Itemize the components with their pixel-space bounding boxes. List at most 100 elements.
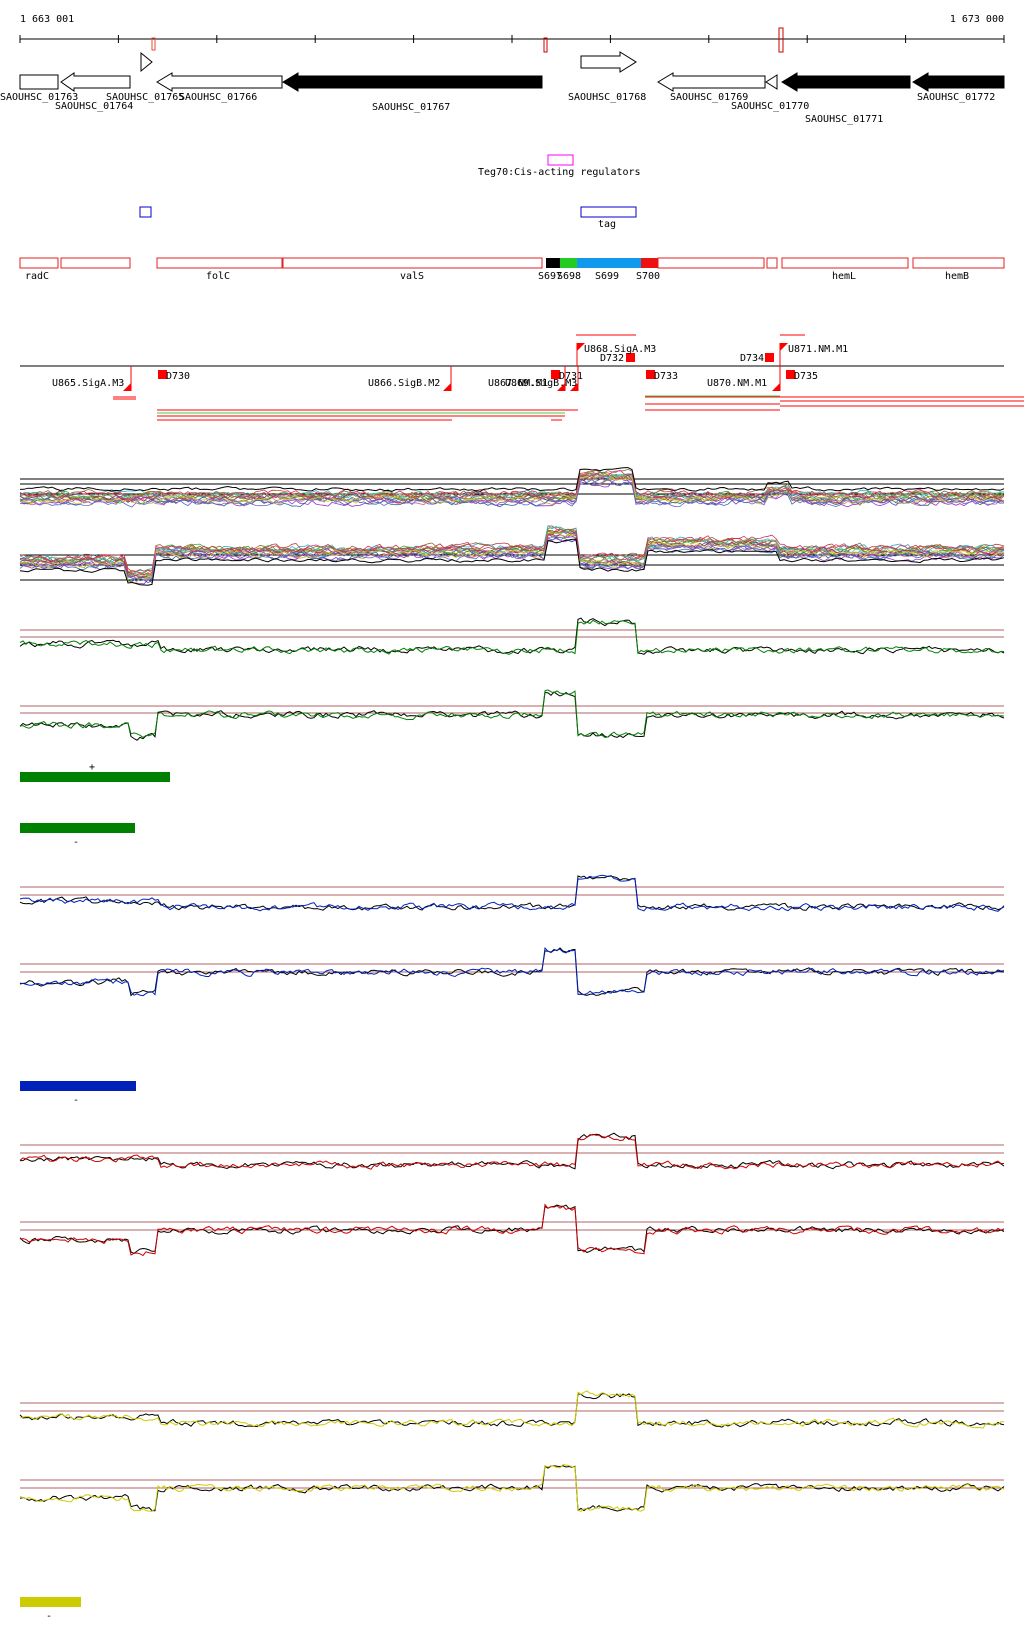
feature-track: U868.SigA.M3 D732 D734 U871.NM.M1 U865.S… [20, 334, 1024, 421]
operon-box[interactable] [19, 257, 59, 269]
legend-bar-minus [20, 823, 135, 833]
gene-arrow[interactable] [580, 51, 637, 73]
multi-trace-minus [19, 528, 1005, 574]
multi-trace-minus [19, 534, 1005, 582]
multi-trace-plus [19, 467, 1005, 492]
gene-arrow[interactable] [781, 72, 911, 92]
multi-trace-minus [19, 532, 1005, 584]
feature-label: U869.SigB.M3 [505, 378, 577, 389]
terminator-mark[interactable] [158, 370, 167, 379]
feature-label: D735 [794, 371, 818, 382]
ruler-ticks [19, 35, 1005, 43]
promoter-flag[interactable] [557, 383, 565, 391]
trace-minus-reference [19, 691, 1005, 741]
trace-minus-reference [19, 1465, 1005, 1512]
multi-trace-minus [19, 528, 1005, 577]
tag-label: tag [598, 219, 616, 230]
legend-bar-plus [20, 772, 170, 782]
expression-panel-yellow: - [19, 1390, 1005, 1622]
expression-panel-red [19, 1132, 1005, 1257]
multi-trace-minus [19, 538, 1005, 586]
promoter-flag[interactable] [123, 383, 131, 391]
gene-arrow[interactable] [912, 72, 1005, 92]
feature-label: U866.SigB.M2 [368, 378, 440, 389]
operon-box[interactable] [657, 257, 765, 269]
trace-minus [19, 1203, 1005, 1257]
ruler-marker [543, 37, 548, 53]
ruler-marker [778, 27, 784, 53]
feature-label: U871.NM.M1 [788, 344, 848, 355]
gene-arrow[interactable] [60, 72, 131, 92]
promoter-flag[interactable] [780, 343, 788, 351]
operon-box[interactable] [781, 257, 909, 269]
coord-end: 1 673 000 [950, 14, 1004, 25]
operon-segment[interactable] [577, 258, 641, 268]
promoter-flag[interactable] [772, 383, 780, 391]
expression-panel-blue: - [19, 874, 1005, 1106]
gene-arrow[interactable] [140, 51, 153, 73]
multi-trace-minus [19, 532, 1005, 584]
gene-arrow[interactable] [765, 74, 778, 90]
operon-box[interactable] [282, 257, 543, 269]
terminator-mark[interactable] [626, 353, 635, 362]
regulator-box[interactable] [547, 154, 574, 166]
legend-strand-minus: - [73, 1095, 79, 1106]
operon-segment[interactable] [546, 258, 560, 268]
trace-plus-reference [19, 1132, 1005, 1170]
regulator-label: Teg70:Cis-acting regulators [478, 167, 641, 178]
terminator-mark[interactable] [551, 370, 560, 379]
gene-arrow[interactable] [282, 72, 543, 92]
multi-trace-plus [19, 478, 1005, 508]
gene-label: SAOUHSC_01769 [670, 92, 748, 103]
expression-panel-multi [19, 467, 1005, 586]
operon-label: S698 [557, 271, 581, 282]
tag-track: tag [139, 206, 637, 230]
operon-label: valS [400, 271, 424, 282]
gene-arrow[interactable] [156, 72, 283, 92]
operon-box[interactable] [912, 257, 1005, 269]
multi-trace-minus [19, 530, 1005, 579]
legend-strand-minus: - [46, 1611, 52, 1622]
operon-box[interactable] [766, 257, 778, 269]
feature-label: D730 [166, 371, 190, 382]
gene-label: SAOUHSC_01768 [568, 92, 646, 103]
promoter-flag[interactable] [570, 383, 578, 391]
legend-strand-plus: + [89, 762, 95, 773]
gene-label: SAOUHSC_01765 [106, 92, 184, 103]
terminator-mark[interactable] [646, 370, 655, 379]
gene-label: SAOUHSC_01764 [55, 101, 133, 112]
tag-box[interactable] [580, 206, 637, 218]
gene-label: SAOUHSC_01770 [731, 101, 809, 112]
operon-label: radC [25, 271, 49, 282]
feature-label: U865.SigA.M3 [52, 378, 124, 389]
gene-label: SAOUHSC_01766 [179, 92, 257, 103]
operon-label: S700 [636, 271, 660, 282]
feature-label: D734 [740, 353, 764, 364]
coordinate-ruler: 1 663 001 1 673 000 [19, 14, 1005, 53]
feature-label: D732 [600, 353, 624, 364]
operon-box[interactable] [156, 257, 283, 269]
tag-box[interactable] [139, 206, 152, 218]
trace-plus [19, 1390, 1004, 1429]
promoter-flag[interactable] [577, 343, 585, 351]
ruler-marker [151, 37, 156, 51]
multi-trace-plus [19, 469, 1005, 501]
terminator-mark[interactable] [786, 370, 795, 379]
gene-arrow[interactable] [19, 74, 59, 90]
operon-segment[interactable] [641, 258, 658, 268]
operon-segment[interactable] [560, 258, 577, 268]
coord-start: 1 663 001 [20, 14, 74, 25]
trace-plus [19, 619, 1005, 655]
trace-plus-reference [19, 875, 1005, 911]
feature-label: U868.SigA.M3 [584, 344, 656, 355]
trace-minus-reference [19, 1204, 1005, 1254]
terminator-mark[interactable] [765, 353, 774, 362]
promoter-flag[interactable] [443, 383, 451, 391]
gene-label: SAOUHSC_01763 [0, 92, 78, 103]
gene-arrow[interactable] [657, 72, 766, 92]
operon-label: folC [206, 271, 230, 282]
operon-box[interactable] [60, 257, 131, 269]
operon-label: hemB [945, 271, 969, 282]
trace-plus [19, 874, 1005, 912]
expression-panel-green: + - [19, 617, 1005, 848]
